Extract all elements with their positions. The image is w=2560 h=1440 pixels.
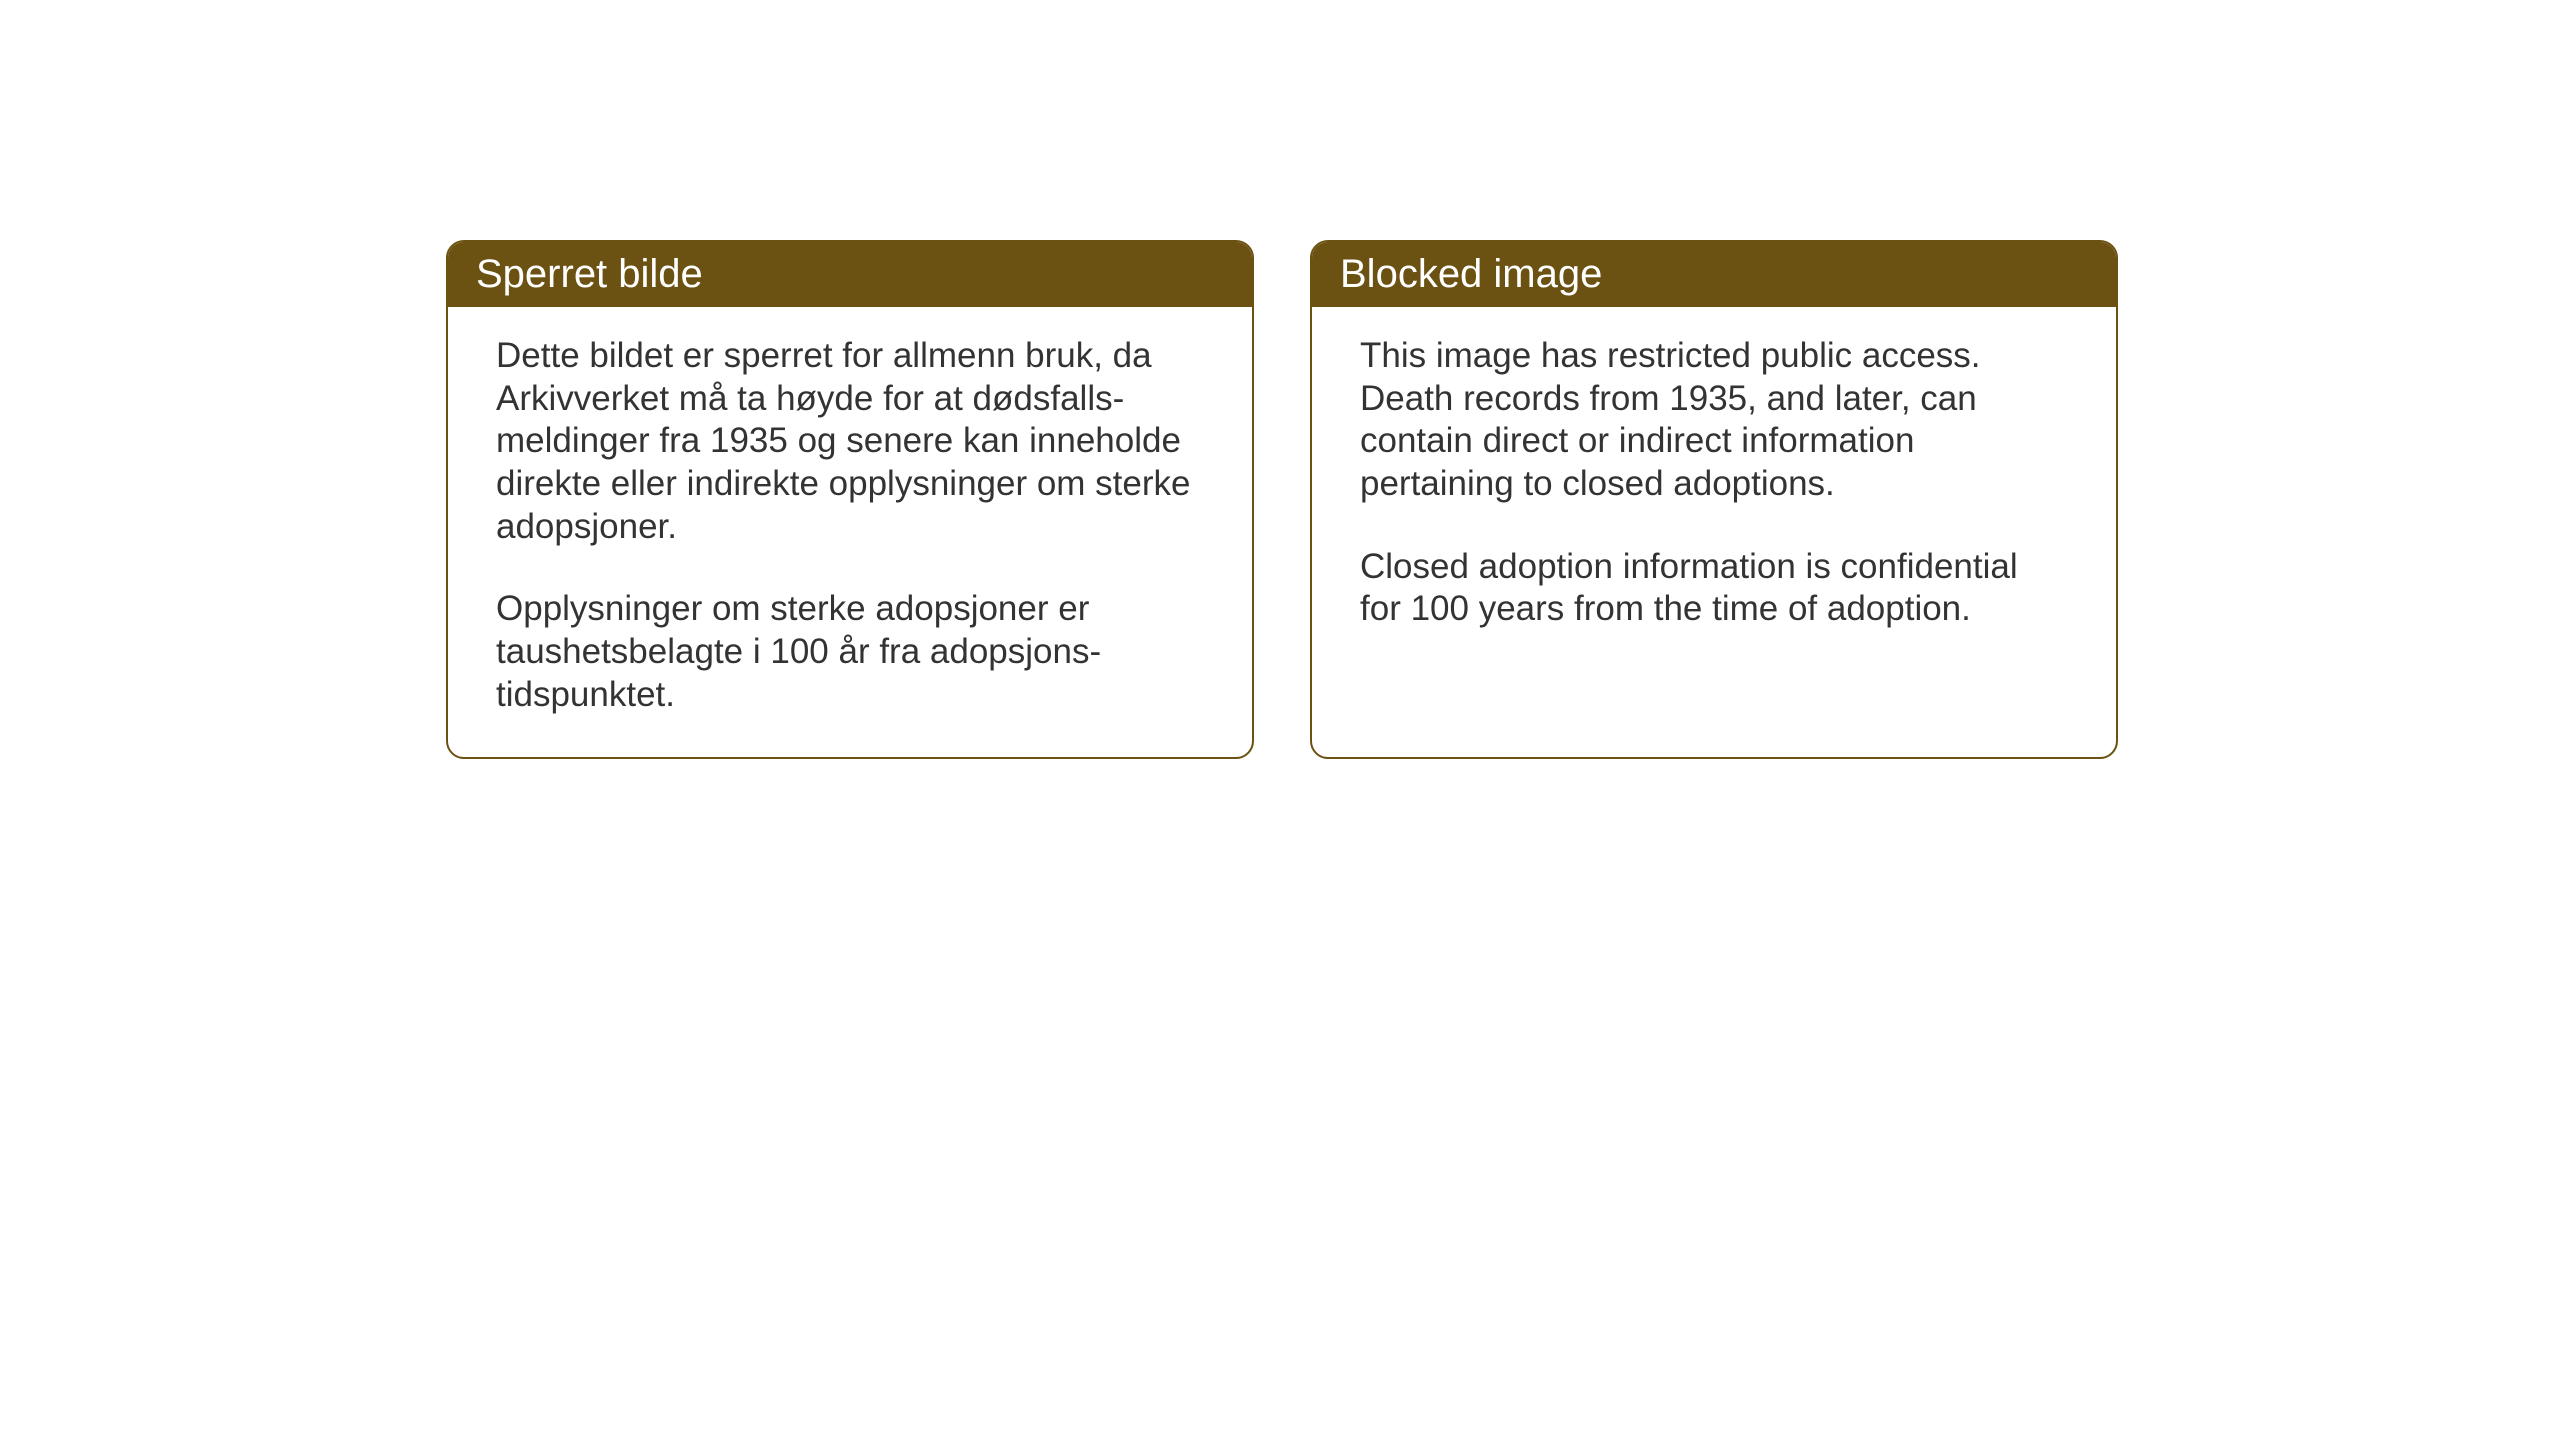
norwegian-paragraph-2: Opplysninger om sterke adopsjoner er tau… [496,588,1204,716]
norwegian-paragraph-1: Dette bildet er sperret for allmenn bruk… [496,335,1204,548]
notice-container: Sperret bilde Dette bildet er sperret fo… [446,240,2118,759]
english-paragraph-2: Closed adoption information is confident… [1360,546,2068,631]
english-paragraph-1: This image has restricted public access.… [1360,335,2068,506]
norwegian-card-body: Dette bildet er sperret for allmenn bruk… [448,307,1252,757]
norwegian-notice-card: Sperret bilde Dette bildet er sperret fo… [446,240,1254,759]
english-card-body: This image has restricted public access.… [1312,307,2116,727]
norwegian-card-title: Sperret bilde [448,242,1252,307]
english-notice-card: Blocked image This image has restricted … [1310,240,2118,759]
english-card-title: Blocked image [1312,242,2116,307]
